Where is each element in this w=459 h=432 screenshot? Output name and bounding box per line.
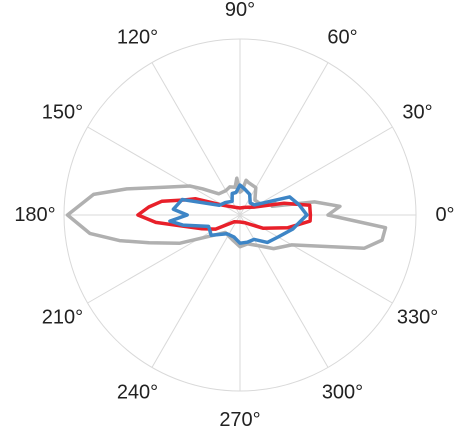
series-line-1 <box>65 176 388 251</box>
angle-label-90: 90° <box>225 0 255 21</box>
spoke-120 <box>151 62 241 216</box>
angle-label-180: 180° <box>14 204 55 226</box>
angle-label-330: 330° <box>397 307 438 329</box>
angle-label-60: 60° <box>327 26 357 48</box>
angle-label-210: 210° <box>42 307 83 329</box>
polar-grid <box>63 38 417 392</box>
series-line-2 <box>136 196 313 231</box>
angle-label-150: 150° <box>42 102 83 124</box>
angle-label-30: 30° <box>402 102 432 124</box>
angle-label-120: 120° <box>117 26 158 48</box>
angle-label-300: 300° <box>322 382 363 404</box>
series-line-3 <box>168 183 309 245</box>
angular-tick-labels: 0° 30° 60° 90° 120° 150° 180° 210° 240° 270° 300° 3… <box>14 0 454 431</box>
spoke-60 <box>239 62 329 216</box>
spoke-30 <box>239 126 393 216</box>
angle-label-240: 240° <box>117 382 158 404</box>
spoke-300 <box>239 214 329 368</box>
spoke-150 <box>87 126 241 216</box>
angle-label-0: 0° <box>435 204 454 226</box>
spoke-240 <box>151 214 241 368</box>
series-layer <box>65 176 388 251</box>
angle-label-270: 270° <box>219 409 260 431</box>
